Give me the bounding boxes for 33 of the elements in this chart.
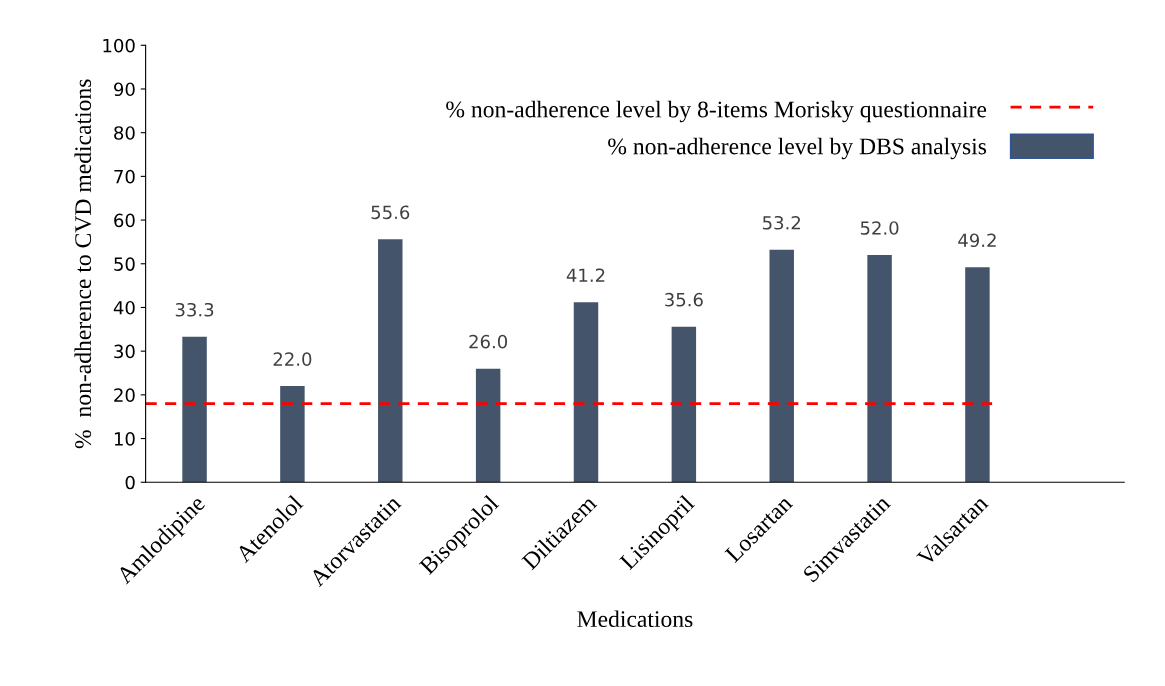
text: 35.6 (665, 292, 703, 307)
bar (280, 386, 305, 483)
x-axis-title: Medications (577, 610, 693, 628)
text: 33.3 (175, 302, 214, 317)
text: 26.0 (469, 334, 508, 349)
y-tick-label: 60 (114, 213, 135, 228)
text: 53.2 (763, 215, 801, 230)
y-tick-label: 20 (114, 388, 135, 402)
bar (573, 302, 599, 483)
y-tick-label: 80 (114, 126, 135, 140)
bar (475, 368, 501, 483)
bar (965, 267, 990, 483)
bar (378, 239, 403, 483)
y-tick-label: 30 (114, 344, 135, 359)
text: 41.2 (566, 268, 605, 282)
text: 52.0 (860, 221, 899, 235)
y-tick-label: 10 (114, 432, 135, 446)
y-tick-label: 0 (125, 475, 135, 490)
y-tick-label: 70 (114, 169, 135, 184)
y-axis-title: % non-adherence to CVD medications (74, 79, 92, 449)
y-tick-label: 40 (113, 300, 135, 315)
y-tick-label: 50 (114, 257, 135, 271)
text: 49.2 (958, 233, 996, 248)
bar (671, 326, 697, 483)
y-tick-label: 100 (103, 38, 135, 53)
text: 22.0 (273, 352, 312, 366)
text: 55.6 (371, 205, 410, 220)
bar (867, 255, 892, 483)
legend-label: % non-adherence level by 8-items Morisky questionnaire (446, 100, 987, 123)
legend-label: % non-adherence level by DBS analysis (608, 137, 987, 160)
y-tick-label: 90 (114, 82, 135, 97)
bar (182, 336, 207, 483)
bar (769, 249, 794, 483)
